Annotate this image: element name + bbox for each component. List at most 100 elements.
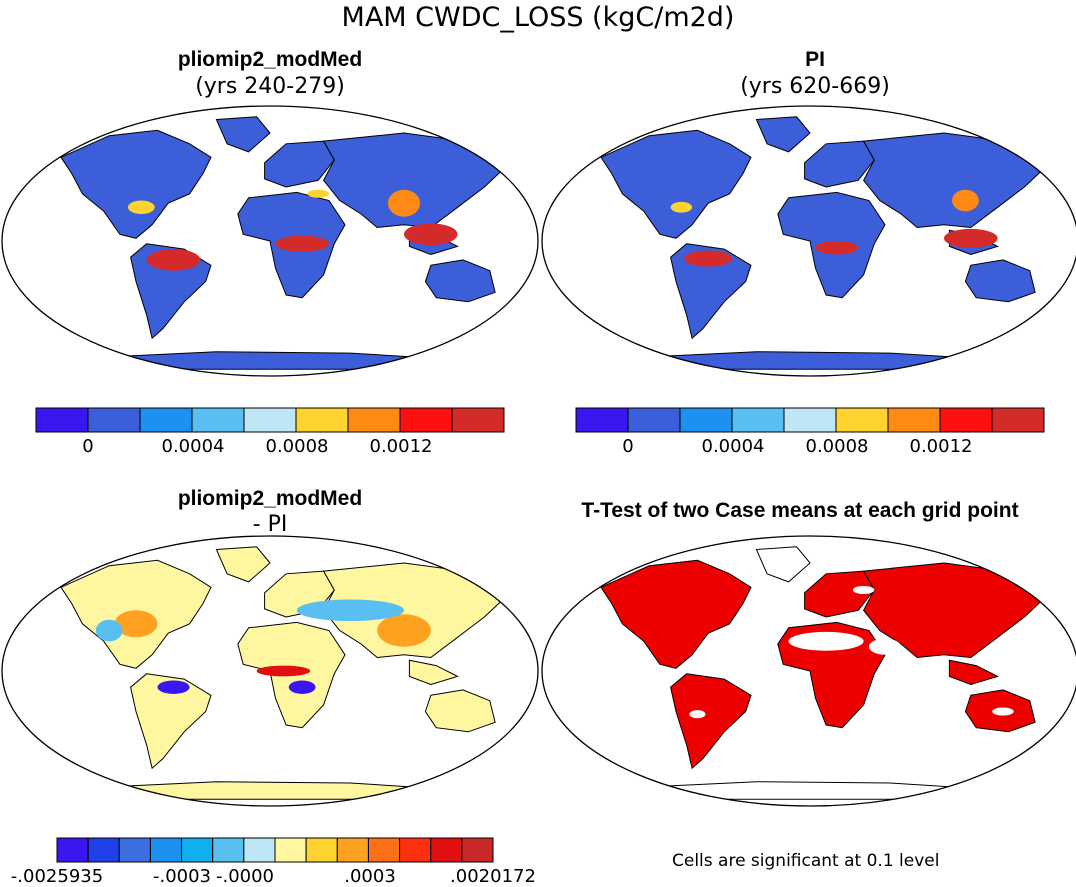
nonsig-patch-4 xyxy=(992,707,1014,716)
colorbar-pi-swatch-2 xyxy=(679,407,733,433)
colorbar-modmed-swatch-6 xyxy=(347,407,401,433)
colorbar-diff-tick-label: -.0000 xyxy=(215,866,275,887)
colorbar-pi-swatch-8 xyxy=(991,407,1045,433)
colorbar-diff-swatch-2 xyxy=(118,837,151,863)
hotspot-4 xyxy=(670,201,693,213)
colorbar-pi-tick-label: 0.0004 xyxy=(701,436,765,457)
hotspot-0 xyxy=(256,665,311,677)
colorbar-pi-swatch-0 xyxy=(575,407,629,433)
colorbar-modmed-swatch-4 xyxy=(243,407,297,433)
colorbar-diff-swatch-0 xyxy=(56,837,89,863)
colorbar-pi xyxy=(575,407,1045,433)
nonsig-patch-1 xyxy=(868,638,902,655)
panel-ttest-title: T-Test of two Case means at each grid po… xyxy=(581,499,1019,522)
map-ttest xyxy=(541,535,1076,807)
panel-modmed-title: pliomip2_modMed xyxy=(177,48,363,71)
map-outline-diff xyxy=(1,535,539,807)
continent-greenland xyxy=(755,116,811,153)
colorbar-modmed-swatch-0 xyxy=(35,407,89,433)
hotspot-5 xyxy=(95,619,123,642)
hotspot-2 xyxy=(157,680,190,694)
colorbar-diff-swatch-4 xyxy=(181,837,214,863)
colorbar-diff-swatch-12 xyxy=(430,837,463,863)
hotspot-2 xyxy=(944,228,998,248)
continent-greenland xyxy=(215,116,271,153)
colorbar-diff-swatch-5 xyxy=(212,837,245,863)
map-modmed xyxy=(1,105,539,377)
hotspot-5 xyxy=(307,189,329,198)
hotspot-6 xyxy=(296,599,404,622)
colorbar-modmed-swatch-7 xyxy=(399,407,453,433)
colorbar-modmed-swatch-2 xyxy=(139,407,193,433)
map-outline-pi xyxy=(541,105,1076,377)
colorbar-modmed-swatch-3 xyxy=(191,407,245,433)
continent-namerica xyxy=(600,559,752,669)
panel-pi-title: PI xyxy=(805,48,825,71)
nonsig-patch-3 xyxy=(689,710,706,719)
continent-australia xyxy=(424,689,496,733)
hotspot-3 xyxy=(387,189,421,217)
colorbar-pi-swatch-1 xyxy=(627,407,681,433)
colorbar-diff-swatch-13 xyxy=(461,837,494,863)
hotspot-1 xyxy=(275,235,329,252)
continent-greenland xyxy=(755,546,811,583)
continent-namerica xyxy=(600,129,752,239)
colorbar-pi-tick-label: 0 xyxy=(622,436,634,457)
nonsig-patch-2 xyxy=(852,585,875,595)
continent-europe xyxy=(804,140,875,188)
significance-note: Cells are significant at 0.1 level xyxy=(672,851,940,871)
map-pi xyxy=(541,105,1076,377)
colorbar-pi-swatch-3 xyxy=(731,407,785,433)
map-diff xyxy=(1,535,539,807)
colorbar-modmed-swatch-8 xyxy=(451,407,505,433)
panel-diff-subtitle: - PI xyxy=(252,512,288,537)
hotspot-1 xyxy=(815,241,859,255)
continent-samerica xyxy=(670,243,752,340)
colorbar-diff-swatch-8 xyxy=(305,837,338,863)
colorbar-diff-swatch-9 xyxy=(336,837,369,863)
colorbar-diff-swatch-10 xyxy=(367,837,401,863)
colorbar-diff-swatch-7 xyxy=(274,837,307,863)
colorbar-modmed-tick-label: 0.0008 xyxy=(265,436,329,457)
colorbar-pi-swatch-6 xyxy=(887,407,941,433)
colorbar-pi-swatch-7 xyxy=(939,407,993,433)
continent-seasia xyxy=(948,659,999,686)
hotspot-1 xyxy=(288,680,316,694)
hotspot-4 xyxy=(114,610,158,638)
continent-europe xyxy=(804,570,875,618)
colorbar-diff-tick-label: .0003 xyxy=(344,866,396,887)
colorbar-pi-swatch-4 xyxy=(783,407,837,433)
hotspot-2 xyxy=(404,223,458,246)
continent-greenland xyxy=(215,546,271,583)
colorbar-diff-tick-label: -.0003 xyxy=(152,866,212,887)
colorbar-diff xyxy=(56,837,494,863)
colorbar-pi-swatch-5 xyxy=(835,407,889,433)
colorbar-modmed xyxy=(35,407,505,433)
continent-samerica xyxy=(130,673,212,770)
colorbar-diff-swatch-6 xyxy=(243,837,276,863)
map-outline-modmed xyxy=(1,105,539,377)
colorbar-modmed-swatch-5 xyxy=(295,407,349,433)
continent-samerica xyxy=(670,673,752,770)
hotspot-3 xyxy=(377,614,431,647)
panel-modmed-subtitle: (yrs 240-279) xyxy=(195,74,345,99)
nonsig-patch-0 xyxy=(788,631,864,651)
hotspot-0 xyxy=(146,249,201,271)
hotspot-3 xyxy=(952,189,979,212)
continent-europe xyxy=(264,140,335,188)
colorbar-pi-tick-label: 0.0008 xyxy=(805,436,869,457)
colorbar-modmed-tick-label: 0.0012 xyxy=(369,436,433,457)
colorbar-modmed-tick-label: 0 xyxy=(82,436,94,457)
continent-australia xyxy=(964,259,1036,303)
continent-seasia xyxy=(408,659,459,686)
colorbar-diff-tick-label: -.0025935 xyxy=(10,866,104,887)
colorbar-modmed-swatch-1 xyxy=(87,407,141,433)
colorbar-diff-swatch-3 xyxy=(149,837,183,863)
panel-diff-title: pliomip2_modMed xyxy=(177,487,363,510)
hotspot-0 xyxy=(684,250,733,267)
colorbar-modmed-tick-label: 0.0004 xyxy=(161,436,225,457)
continent-australia xyxy=(424,259,496,303)
continent-namerica xyxy=(60,129,212,239)
map-outline-ttest xyxy=(541,535,1076,807)
